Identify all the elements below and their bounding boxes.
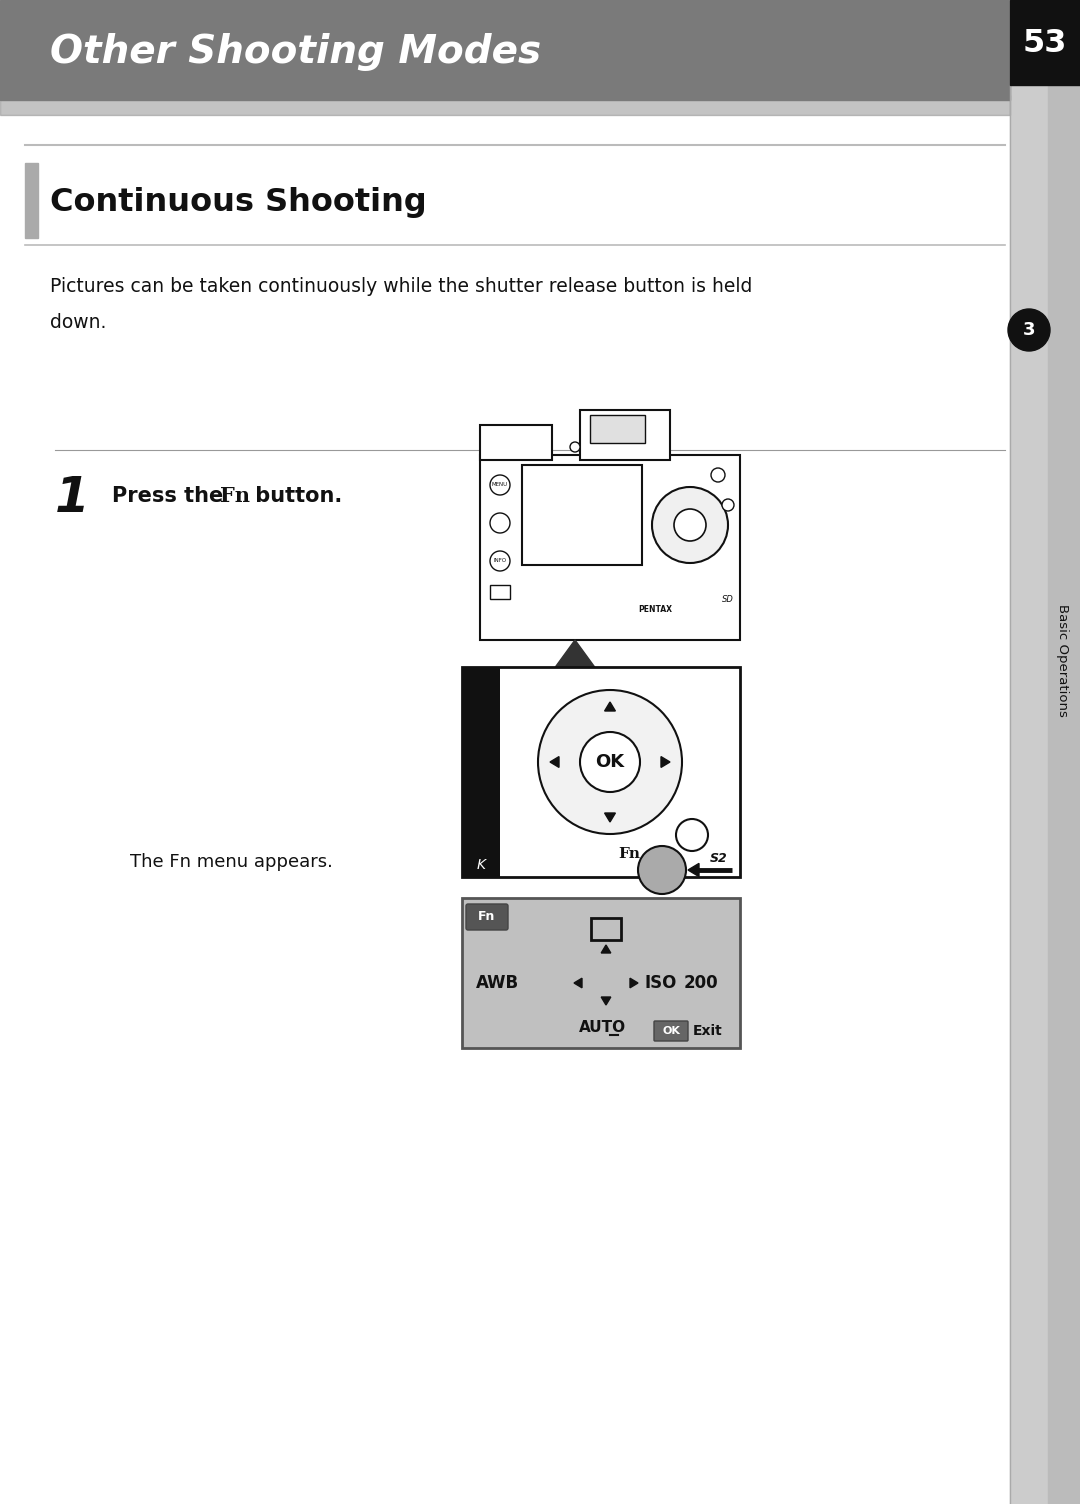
- Polygon shape: [573, 978, 582, 988]
- Text: S2: S2: [711, 853, 728, 865]
- Text: PENTAX: PENTAX: [638, 606, 672, 615]
- Polygon shape: [535, 641, 615, 695]
- Polygon shape: [602, 997, 611, 1005]
- Text: Exit: Exit: [693, 1024, 723, 1038]
- Circle shape: [711, 468, 725, 481]
- Bar: [1048, 0, 1080, 1504]
- Circle shape: [723, 499, 734, 511]
- Circle shape: [570, 442, 580, 453]
- Bar: [1010, 0, 1080, 1504]
- Bar: [580, 411, 670, 460]
- Polygon shape: [550, 757, 559, 767]
- Circle shape: [1008, 308, 1050, 350]
- FancyBboxPatch shape: [654, 1021, 688, 1041]
- Text: 3: 3: [1023, 320, 1036, 338]
- Text: Fn: Fn: [220, 486, 249, 505]
- Bar: [0, 95, 1010, 114]
- Text: button.: button.: [248, 486, 342, 505]
- Text: MENU: MENU: [491, 483, 508, 487]
- Text: Press the: Press the: [112, 486, 230, 505]
- Bar: [590, 415, 645, 444]
- Text: Other Shooting Modes: Other Shooting Modes: [50, 33, 541, 71]
- Bar: [480, 426, 552, 460]
- Text: K: K: [476, 857, 486, 872]
- Text: SD: SD: [723, 596, 734, 605]
- Text: 1: 1: [55, 474, 90, 522]
- Text: The Fn menu appears.: The Fn menu appears.: [130, 853, 333, 871]
- Bar: [522, 465, 642, 566]
- Text: Fn: Fn: [478, 910, 496, 923]
- Polygon shape: [602, 945, 611, 954]
- Text: OK: OK: [595, 754, 624, 772]
- Circle shape: [490, 550, 510, 572]
- Polygon shape: [605, 814, 616, 823]
- Bar: [25, 162, 38, 238]
- Text: Pictures can be taken continuously while the shutter release button is held: Pictures can be taken continuously while…: [50, 278, 753, 296]
- Text: Basic Operations: Basic Operations: [1055, 603, 1068, 716]
- Polygon shape: [661, 757, 670, 767]
- Text: OK: OK: [662, 1026, 680, 1036]
- Text: ISO: ISO: [644, 975, 676, 993]
- Text: INFO: INFO: [494, 558, 507, 564]
- Circle shape: [638, 845, 686, 893]
- Circle shape: [490, 513, 510, 532]
- Bar: [591, 917, 621, 940]
- Circle shape: [538, 690, 681, 835]
- Text: 200: 200: [684, 975, 718, 993]
- Text: AWB: AWB: [476, 975, 519, 993]
- Circle shape: [580, 732, 640, 793]
- Circle shape: [674, 508, 706, 541]
- Text: 53: 53: [1023, 27, 1067, 59]
- Text: Continuous Shooting: Continuous Shooting: [50, 188, 427, 218]
- Circle shape: [490, 475, 510, 495]
- Circle shape: [652, 487, 728, 562]
- Bar: [480, 456, 740, 641]
- Bar: [1010, 0, 1080, 86]
- Bar: [0, 0, 1010, 99]
- Text: AUTO: AUTO: [579, 1021, 625, 1035]
- Polygon shape: [688, 863, 699, 877]
- FancyBboxPatch shape: [465, 904, 508, 929]
- Polygon shape: [605, 702, 616, 711]
- Bar: [462, 666, 500, 877]
- Text: down.: down.: [50, 313, 106, 331]
- Bar: [462, 898, 740, 1048]
- Bar: [490, 585, 510, 599]
- Text: Fn: Fn: [618, 847, 640, 860]
- Bar: [462, 666, 740, 877]
- Polygon shape: [630, 978, 638, 988]
- Circle shape: [676, 820, 708, 851]
